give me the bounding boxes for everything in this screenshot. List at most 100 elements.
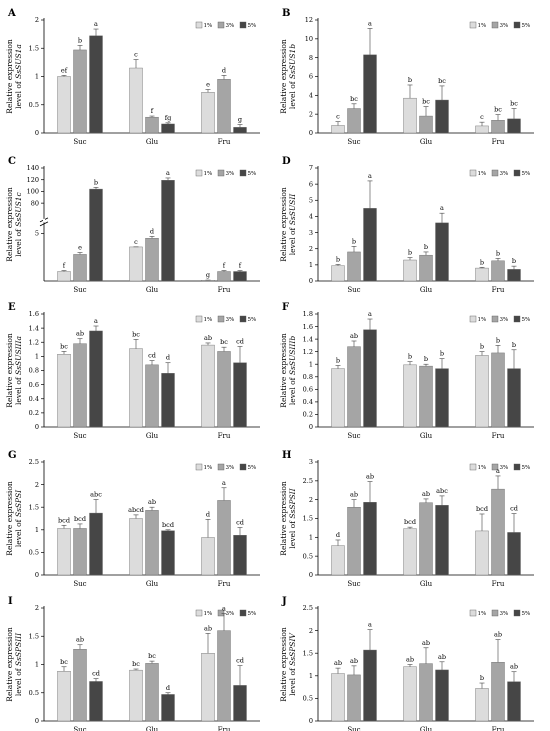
panel-letter: E xyxy=(8,302,16,313)
y-axis-label: Relative expressionlevel of SsSUS1c xyxy=(5,187,23,262)
significance-letter: bc xyxy=(494,106,502,114)
y-axis-label-line1: Relative expression xyxy=(279,627,288,702)
y-axis-label: Relative expressionlevel of SsSPSI xyxy=(5,481,23,556)
y-tick-label: 1 xyxy=(35,661,39,669)
x-tick-label: Glu xyxy=(146,286,159,294)
y-tick-label: 0 xyxy=(35,423,39,431)
y-axis-label-line2: level of xyxy=(288,666,297,696)
significance-letter: bc xyxy=(438,77,446,85)
x-tick-label: Suc xyxy=(73,286,86,294)
significance-letter: a xyxy=(94,20,98,28)
y-tick-label: 2 xyxy=(35,604,39,612)
x-tick-label: Suc xyxy=(347,138,360,146)
legend-label: 5% xyxy=(522,317,531,323)
significance-letter: b xyxy=(496,249,500,257)
y-axis-label-gene: SsSUS1c xyxy=(14,191,23,226)
legend-swatch xyxy=(195,315,203,323)
bar xyxy=(363,54,377,134)
legend-label: 1% xyxy=(478,611,487,617)
bar xyxy=(331,125,345,134)
panel-b: B 0 2 4 6 8 10 12 Relative expressionlevel of Ss… xyxy=(279,8,534,146)
significance-letter: cd xyxy=(148,352,156,360)
significance-letter: bcd xyxy=(74,515,86,523)
bar xyxy=(217,351,231,428)
y-tick-label: 0 xyxy=(309,129,313,137)
panel-letter: D xyxy=(282,156,291,167)
y-tick-label: 1.8 xyxy=(303,310,313,318)
significance-letter: e xyxy=(206,80,210,88)
y-tick-label: 5 xyxy=(35,230,39,238)
y-tick-label: 0 xyxy=(309,717,313,725)
legend-swatch xyxy=(239,315,247,323)
y-axis-label-line1: Relative expression xyxy=(5,627,14,702)
y-tick-label: 0.5 xyxy=(29,101,39,109)
legend-label: 1% xyxy=(204,611,213,617)
bar xyxy=(419,254,433,282)
significance-letter: bc xyxy=(132,330,140,338)
significance-letter: bcd xyxy=(476,505,488,513)
legend-label: 5% xyxy=(248,23,257,29)
legend-swatch xyxy=(195,21,203,29)
bar xyxy=(161,694,175,722)
y-tick-label: 0 xyxy=(35,571,39,579)
significance-letter: c xyxy=(336,113,340,121)
y-tick-label: 1 xyxy=(35,353,39,361)
significance-letter: b xyxy=(512,341,516,349)
significance-letter: b xyxy=(496,336,500,344)
bar xyxy=(129,67,143,134)
y-tick-label: 0 xyxy=(309,277,313,285)
y-axis-label-line2: level of xyxy=(288,79,297,109)
bar xyxy=(129,669,143,722)
significance-letter: fg xyxy=(165,114,172,122)
significance-letter: b xyxy=(480,258,484,266)
y-tick-label: 0 xyxy=(35,717,39,725)
significance-letter: b xyxy=(352,237,356,245)
bar xyxy=(491,488,505,576)
y-axis-label-line1: Relative expression xyxy=(5,39,14,114)
x-tick-label: Fru xyxy=(492,432,505,440)
legend-swatch xyxy=(469,463,477,471)
significance-letter: bcd xyxy=(58,516,70,524)
significance-letter: a xyxy=(368,19,372,27)
legend-swatch xyxy=(491,463,499,471)
bar xyxy=(403,97,417,134)
legend-swatch xyxy=(513,21,521,29)
bar xyxy=(129,246,143,282)
significance-letter: g xyxy=(206,271,210,279)
bar xyxy=(403,364,417,428)
bar xyxy=(435,222,449,282)
x-tick-label: Glu xyxy=(420,580,433,588)
bar xyxy=(145,663,159,722)
legend-label: 1% xyxy=(478,23,487,29)
significance-letter: bcd xyxy=(162,521,174,529)
bar xyxy=(507,368,521,428)
panel-a: A 0 0.5 1 1.5 2 Relative expressionlevel of Ss… xyxy=(5,8,260,146)
significance-letter: ab xyxy=(438,653,446,661)
legend-swatch xyxy=(513,609,521,617)
y-tick-label: 2 xyxy=(309,627,313,635)
bar xyxy=(507,269,521,282)
y-axis-label: Relative expressionlevel of SsSUSIIIa xyxy=(5,333,23,408)
y-axis-label-line1: Relative expression xyxy=(5,333,14,408)
significance-letter: ab xyxy=(366,473,374,481)
significance-letter: d xyxy=(206,510,210,518)
y-tick-label: 0.4 xyxy=(29,395,39,403)
bar xyxy=(161,123,175,134)
y-axis-label-line1: Relative expression xyxy=(279,333,288,408)
y-tick-label: 8 xyxy=(309,54,313,62)
x-tick-label: Fru xyxy=(492,138,505,146)
y-axis-label-gene: SsSPSIV xyxy=(288,632,297,666)
y-tick-label: 3 xyxy=(309,229,313,237)
panel-letter: C xyxy=(8,156,16,167)
legend-swatch xyxy=(239,463,247,471)
legend-swatch xyxy=(491,315,499,323)
bar xyxy=(331,368,345,428)
y-tick-label: 2.5 xyxy=(303,604,313,612)
bar xyxy=(491,260,505,282)
panel-i: I 0 0.5 1 1.5 2 Relative expressionlevel of Ss… xyxy=(5,596,260,731)
x-tick-label: Suc xyxy=(73,726,86,731)
panel-j: J 0 0.5 1 1.5 2 2.5 Relative expressionlevel of… xyxy=(279,596,534,731)
y-tick-label: 1.5 xyxy=(303,515,313,523)
legend-swatch xyxy=(217,169,225,177)
y-tick-label: 140 xyxy=(27,164,39,172)
